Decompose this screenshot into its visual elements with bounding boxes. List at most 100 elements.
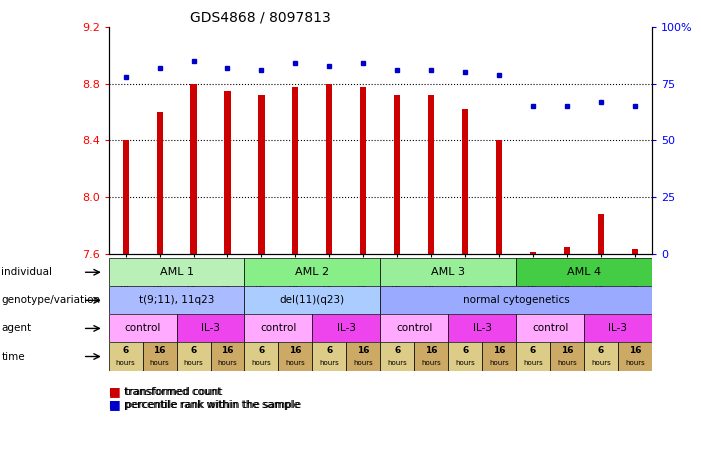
Bar [224,91,231,254]
Text: AML 1: AML 1 [160,267,193,277]
Text: 6: 6 [462,346,468,355]
Text: IL-3: IL-3 [337,323,356,333]
Text: hours: hours [489,360,509,366]
Bar [381,314,448,342]
Text: hours: hours [353,360,373,366]
Text: individual: individual [1,267,53,277]
Bar [313,342,346,371]
Bar [210,342,245,371]
Bar [448,342,482,371]
Text: ■  transformed count: ■ transformed count [109,387,222,397]
Text: AML 2: AML 2 [295,267,329,277]
Text: 16: 16 [629,346,641,355]
Text: agent: agent [1,323,32,333]
Bar [482,342,516,371]
Text: ■: ■ [109,386,121,398]
Bar [516,314,584,342]
Bar [245,314,313,342]
Text: hours: hours [456,360,475,366]
Text: hours: hours [421,360,441,366]
Bar [313,314,381,342]
Text: 16: 16 [493,346,505,355]
Text: hours: hours [252,360,271,366]
Bar [394,95,400,254]
Bar [584,342,618,371]
Text: 6: 6 [394,346,400,355]
Bar [156,112,163,254]
Text: genotype/variation: genotype/variation [1,295,100,305]
Bar [516,342,550,371]
Bar [109,314,177,342]
Text: 16: 16 [154,346,166,355]
Text: control: control [260,323,297,333]
Text: IL-3: IL-3 [201,323,220,333]
Bar [598,214,604,254]
Bar [564,246,570,254]
Bar [618,342,652,371]
Bar [428,95,435,254]
Text: hours: hours [388,360,407,366]
Text: hours: hours [184,360,203,366]
Bar [245,258,381,286]
Bar [530,252,536,254]
Bar [245,286,381,314]
Text: hours: hours [217,360,238,366]
Bar [109,286,245,314]
Text: transformed count: transformed count [124,387,222,397]
Text: t(9;11), 11q23: t(9;11), 11q23 [139,295,215,305]
Text: 6: 6 [530,346,536,355]
Text: control: control [396,323,433,333]
Text: IL-3: IL-3 [608,323,627,333]
Text: 6: 6 [123,346,129,355]
Bar [259,95,264,254]
Bar [462,109,468,254]
Bar [448,314,516,342]
Text: AML 3: AML 3 [431,267,465,277]
Text: hours: hours [557,360,577,366]
Bar [550,342,584,371]
Bar [496,140,502,254]
Text: ■: ■ [109,398,121,411]
Text: 16: 16 [425,346,437,355]
Text: hours: hours [625,360,645,366]
Bar [360,87,367,254]
Text: hours: hours [150,360,170,366]
Bar [123,140,129,254]
Text: 6: 6 [326,346,332,355]
Text: hours: hours [523,360,543,366]
Bar [381,258,516,286]
Text: hours: hours [591,360,611,366]
Bar [414,342,448,371]
Bar [142,342,177,371]
Bar [381,286,652,314]
Text: 16: 16 [561,346,573,355]
Bar [245,342,278,371]
Text: percentile rank within the sample: percentile rank within the sample [124,400,300,410]
Text: time: time [1,352,25,361]
Bar [292,87,299,254]
Text: GDS4868 / 8097813: GDS4868 / 8097813 [190,10,331,24]
Text: control: control [532,323,569,333]
Text: control: control [124,323,161,333]
Bar [326,84,332,254]
Bar [109,342,142,371]
Bar [516,258,652,286]
Bar [346,342,381,371]
Text: ■  percentile rank within the sample: ■ percentile rank within the sample [109,400,301,410]
Text: 6: 6 [191,346,197,355]
Bar [109,258,245,286]
Text: 6: 6 [259,346,264,355]
Bar [177,342,210,371]
Text: 16: 16 [357,346,369,355]
Text: hours: hours [320,360,339,366]
Text: hours: hours [285,360,305,366]
Text: 6: 6 [598,346,604,355]
Bar [177,314,245,342]
Bar [632,250,638,254]
Bar [191,84,196,254]
Bar [584,314,652,342]
Text: 16: 16 [289,346,301,355]
Text: 16: 16 [222,346,233,355]
Bar [278,342,313,371]
Text: IL-3: IL-3 [472,323,491,333]
